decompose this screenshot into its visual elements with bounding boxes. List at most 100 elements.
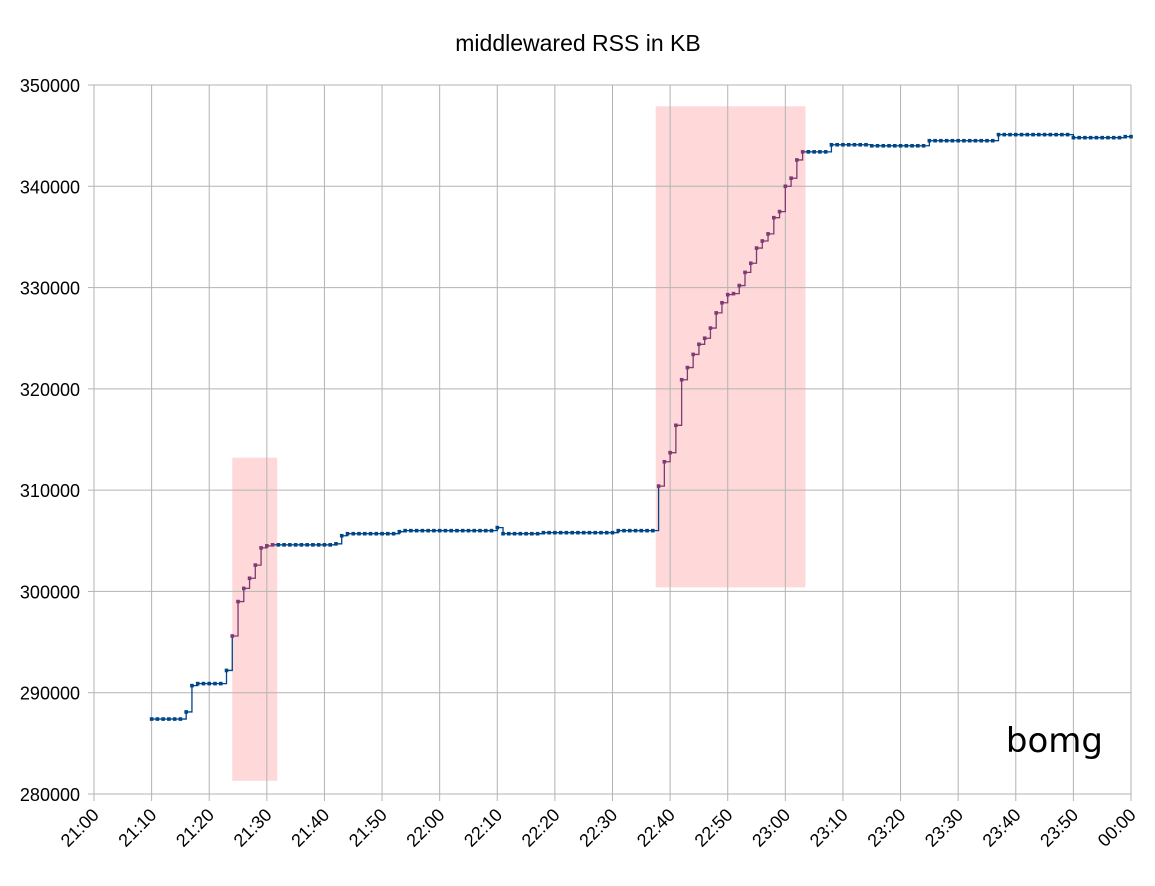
data-point [674,423,678,428]
series-segment [779,186,786,213]
series-segment [238,588,245,603]
data-point [1123,134,1128,139]
data-point [478,528,482,533]
highlight-bands [232,106,806,781]
chart-title: middleware​d RSS in KB [455,30,700,56]
data-point [276,543,281,547]
series-points [149,132,1133,721]
data-point [374,531,379,536]
data-point [587,530,592,535]
data-point [1019,132,1024,137]
x-tick-label: 22:40 [633,805,679,851]
data-point [996,132,1001,137]
data-point [316,543,321,547]
highlight-band-2 [655,106,806,588]
data-point [818,150,822,154]
data-point [409,528,413,533]
data-point [443,528,448,533]
data-point [328,543,333,547]
data-point [178,717,183,721]
data-point [599,530,603,535]
data-point [904,143,909,148]
data-point [593,530,598,535]
data-point [858,142,863,147]
data-point [812,150,816,154]
data-point [697,342,701,347]
data-point [1048,132,1053,137]
x-tick-label: 21:10 [114,805,160,851]
data-point [1060,132,1064,137]
data-point [334,542,338,546]
data-point [691,352,695,357]
data-point [311,543,315,547]
data-point [155,717,160,721]
y-tick-label: 290000 [20,684,80,704]
data-point [236,599,240,604]
data-point [530,531,534,536]
data-point [927,138,932,143]
series-line [151,133,1131,720]
series-segment [704,328,712,339]
x-tick-label: 22:50 [691,805,737,851]
data-point [714,311,718,315]
data-point [449,528,453,533]
data-point [679,377,684,382]
series-segment [652,486,660,532]
data-point [322,543,327,547]
data-point [939,138,943,143]
data-point [944,138,949,143]
data-point [933,138,937,143]
series-segment [335,535,343,545]
data-point [207,681,212,686]
data-point [835,142,839,147]
series-segment [255,547,262,566]
data-point [507,531,511,536]
y-tick-label: 350000 [20,76,80,96]
data-point [161,717,165,721]
data-point [362,531,367,536]
data-point [368,531,373,536]
series-segment [681,367,689,381]
data-point [910,143,914,148]
data-point [956,138,960,143]
x-tick-label: 21:50 [345,805,391,851]
data-point [881,143,886,148]
data-point [841,142,845,147]
data-point [230,634,235,638]
data-point [1088,135,1093,140]
x-tick-label: 23:10 [806,805,852,851]
series-segment [716,302,723,314]
x-tick-label: 21:30 [230,805,276,851]
data-point [541,530,546,535]
data-point [737,283,742,288]
data-point [1077,135,1081,140]
series-segment [791,159,798,179]
x-tick-label: 22:00 [403,805,449,851]
data-point [535,531,540,536]
data-point [720,300,724,305]
series-segment [825,144,833,153]
data-point [702,336,707,341]
data-point [201,681,206,686]
x-tick-label: 22:30 [575,805,621,851]
x-tick-label: 21:20 [172,805,218,851]
series-segment [768,217,775,235]
series-segment [658,461,665,487]
data-point [1008,132,1012,137]
data-point [564,530,569,535]
data-point [293,543,298,547]
data-point [887,143,891,148]
series-segment [249,565,256,579]
series-segment [186,685,193,713]
data-point [921,143,926,148]
data-point [357,531,361,536]
x-tick-label: 21:00 [57,805,103,851]
data-point [167,717,171,721]
data-point [973,138,978,143]
data-point [466,528,471,533]
series-segment [733,285,740,295]
data-point [524,531,528,536]
x-tick-label: 23:20 [863,805,909,851]
series-segment [664,452,671,463]
